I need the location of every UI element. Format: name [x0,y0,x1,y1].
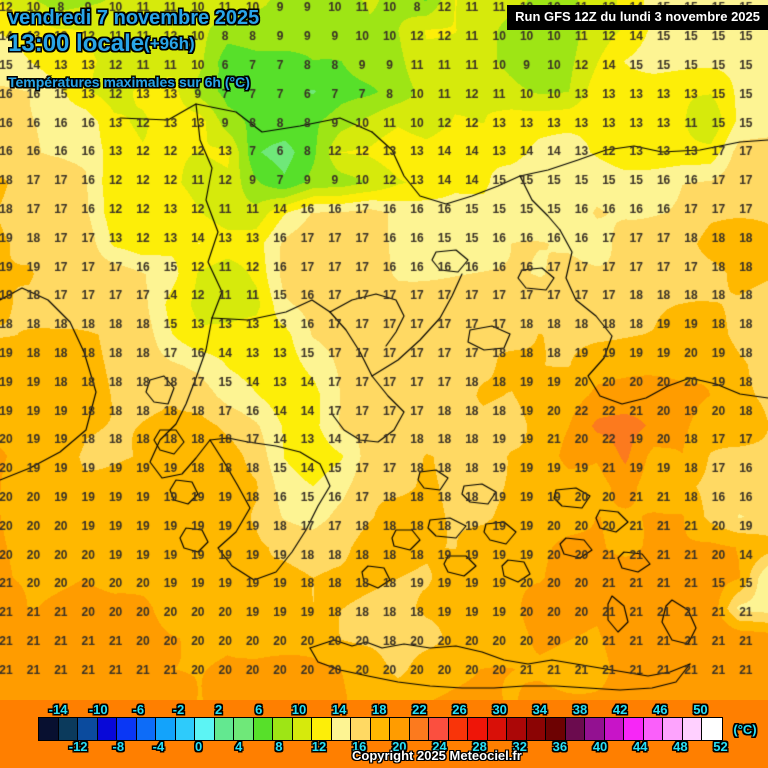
forecast-date-label: vendredi 7 novembre 2025 [8,7,260,29]
color-scale-bar [38,717,723,741]
legend-swatch [39,718,59,740]
legend-swatch [175,718,195,740]
legend-swatch [682,718,702,740]
legend-tick-label: 42 [612,702,628,717]
legend-swatch [643,718,663,740]
legend-unit-label: (°C) [733,722,757,737]
legend-tick-label: 20 [392,739,407,754]
legend-swatch [487,718,507,740]
legend-swatch [702,718,722,740]
legend-swatch [136,718,156,740]
legend-swatch [468,718,488,740]
legend-tick-label: 26 [452,702,467,717]
legend-tick-label: -6 [132,702,145,717]
legend-swatch [624,718,644,740]
legend-swatch [331,718,351,740]
legend-swatch [390,718,410,740]
legend-swatch [565,718,585,740]
forecast-time-text: 13:00 locale [8,30,145,57]
legend-tick-label: 2 [215,702,223,717]
legend-swatch [78,718,98,740]
legend-swatch [97,718,117,740]
legend-swatch [526,718,546,740]
legend-swatch [409,718,429,740]
legend-tick-label: 30 [492,702,507,717]
legend-swatch [546,718,566,740]
legend-tick-label: -2 [172,702,185,717]
legend-tick-label: 44 [632,739,648,754]
legend-swatch [585,718,605,740]
legend-swatch [253,718,273,740]
legend-tick-label: 16 [351,739,367,754]
legend-swatch [234,718,254,740]
forecast-time-label: 13:00 locale(+96h) [8,30,195,58]
weather-map: vendredi 7 novembre 2025 13:00 locale(+9… [0,0,768,700]
model-run-label: Run GFS 12Z du lundi 3 novembre 2025 [515,9,760,24]
color-scale-legend: (°C) -14 -10 -6 -2 2 6 10 14 18 22 26 30 34 38 42 46 50-… [0,700,768,768]
legend-tick-label: 12 [311,739,327,754]
legend-tick-label: 6 [255,702,263,717]
legend-swatch [429,718,449,740]
copyright-label: Copyright 2025 Meteociel.fr [352,748,522,763]
legend-tick-label: 48 [673,739,688,754]
legend-swatch [214,718,234,740]
legend-tick-label: -12 [68,739,88,754]
legend-tick-label: 8 [275,739,283,754]
legend-tick-label: 24 [432,739,447,754]
legend-swatch [117,718,137,740]
legend-tick-label: 40 [592,739,608,754]
legend-tick-label: 18 [372,702,387,717]
legend-tick-label: -8 [112,739,125,754]
legend-swatch [273,718,293,740]
legend-tick-label: 14 [331,702,347,717]
legend-swatch [292,718,312,740]
legend-swatch [604,718,624,740]
legend-swatch [507,718,527,740]
legend-swatch [156,718,176,740]
legend-swatch [195,718,215,740]
legend-tick-label: 38 [572,702,588,717]
legend-tick-label: 10 [291,702,307,717]
legend-swatch [58,718,78,740]
legend-tick-label: 22 [412,702,427,717]
legend-tick-label: 50 [693,702,708,717]
legend-tick-label: 52 [713,739,728,754]
legend-tick-label: -10 [88,702,108,717]
model-run-badge: Run GFS 12Z du lundi 3 novembre 2025 [507,5,768,30]
legend-tick-label: -14 [48,702,68,717]
legend-tick-label: 0 [194,739,203,754]
forecast-lead-time: (+96h) [144,34,195,53]
legend-tick-label: 32 [512,739,527,754]
legend-tick-label: 36 [552,739,568,754]
legend-swatch [663,718,683,740]
legend-tick-label: 46 [653,702,668,717]
legend-swatch [448,718,468,740]
parameter-label: Températures maximales sur 6h (°C) [8,74,250,90]
legend-tick-label: 34 [532,702,548,717]
legend-tick-label: 28 [472,739,487,754]
legend-tick-label: -4 [152,739,165,754]
legend-swatch [312,718,332,740]
legend-swatch [351,718,371,740]
legend-swatch [370,718,390,740]
temperature-field-canvas [0,0,768,700]
legend-tick-label: 4 [235,739,243,754]
